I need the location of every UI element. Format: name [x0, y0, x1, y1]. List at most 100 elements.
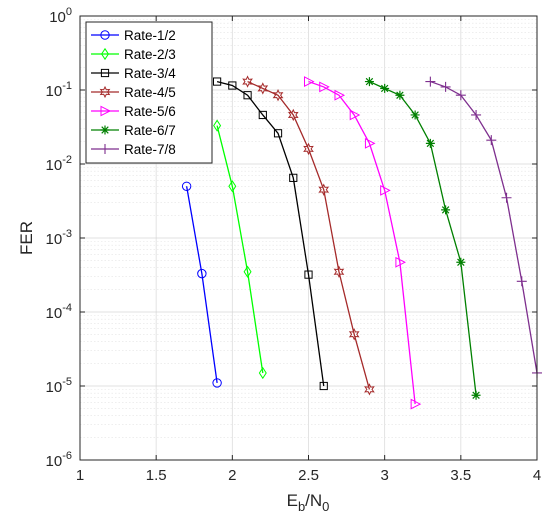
data-point	[410, 398, 422, 410]
legend-label: Rate-5/6	[124, 104, 176, 119]
data-point	[380, 184, 391, 196]
y-tick-label: 10-5	[46, 376, 72, 396]
x-axis-label: Eb/N0	[287, 491, 330, 514]
data-point	[440, 81, 451, 92]
series-layer	[181, 75, 542, 410]
x-tick-label: 1	[76, 467, 84, 484]
series-line	[247, 80, 371, 390]
data-point	[100, 105, 112, 117]
legend-item: Rate-4/5	[91, 85, 176, 100]
series-rate-4-5	[242, 75, 375, 396]
y-tick-label-base: 10	[46, 305, 63, 322]
data-point	[410, 110, 420, 120]
data-point	[395, 256, 406, 268]
data-point	[455, 90, 466, 101]
y-tick-label-exponent: -4	[62, 302, 72, 314]
series-line	[216, 125, 264, 374]
y-tick-label-base: 10	[49, 9, 66, 26]
data-point	[364, 77, 374, 87]
y-tick-label-base: 10	[46, 157, 63, 174]
data-point	[258, 366, 267, 380]
data-point	[243, 91, 252, 100]
legend-item: Rate-2/3	[91, 47, 176, 62]
y-tick-label: 10-6	[46, 450, 72, 470]
series-rate-6-7	[364, 77, 481, 400]
y-tick-label-base: 10	[46, 231, 63, 248]
data-point	[441, 205, 451, 215]
data-point	[287, 108, 299, 122]
data-point	[364, 383, 375, 396]
data-point	[304, 76, 315, 87]
x-axis-label-sub-b: b	[298, 499, 305, 514]
x-axis-label-mid: /N	[305, 491, 322, 510]
plot-frame	[79, 15, 538, 461]
data-point	[213, 119, 222, 132]
legend-item: Rate-7/8	[91, 142, 176, 157]
y-tick-label-exponent: -3	[62, 228, 72, 240]
data-point	[257, 82, 269, 95]
legend-label: Rate-2/3	[124, 47, 176, 62]
legend-item: Rate-5/6	[91, 104, 176, 119]
y-tick-label: 10-2	[46, 154, 72, 174]
data-point	[100, 144, 110, 154]
x-tick-label: 1.5	[146, 467, 167, 484]
axis-ticks	[79, 15, 538, 461]
series-line	[185, 186, 218, 384]
y-tick-label-exponent: 0	[66, 6, 72, 18]
y-tick-label: 10-4	[46, 302, 72, 322]
data-point	[348, 328, 360, 341]
data-point	[319, 381, 328, 391]
data-point	[395, 90, 405, 100]
legend: Rate-1/2 Rate-2/3 Rate-3/4 Rate-4/5 Rate-5/6…	[85, 21, 213, 164]
data-point	[101, 47, 109, 61]
data-point	[258, 110, 267, 120]
data-point	[304, 270, 313, 279]
data-point	[100, 30, 110, 40]
data-point	[349, 109, 361, 121]
legend-label: Rate-3/4	[124, 66, 176, 81]
legend-label: Rate-4/5	[124, 85, 176, 100]
data-point	[501, 192, 512, 203]
data-point	[197, 268, 207, 279]
data-point	[242, 75, 253, 88]
y-tick-label-base: 10	[46, 83, 63, 100]
data-point	[333, 265, 345, 278]
legend-label: Rate-1/2	[124, 28, 176, 43]
data-point	[471, 390, 481, 400]
legend-label: Rate-6/7	[124, 123, 176, 138]
data-point	[334, 89, 346, 101]
data-point	[272, 89, 284, 102]
data-point	[319, 81, 330, 93]
data-point	[99, 85, 111, 99]
series-rate-2-3	[213, 119, 267, 380]
x-tick-label: 2	[228, 467, 236, 484]
data-point	[486, 135, 497, 146]
y-tick-label: 10-3	[46, 228, 72, 248]
data-point	[425, 76, 436, 87]
data-point	[303, 142, 314, 156]
y-tick-label-base: 10	[46, 379, 63, 396]
x-tick-label: 4	[533, 467, 541, 484]
data-point	[243, 265, 252, 278]
y-tick-label-exponent: -6	[62, 450, 72, 462]
series-line	[369, 80, 477, 396]
data-point	[181, 181, 192, 191]
y-tick-label-exponent: -2	[62, 154, 72, 166]
data-point	[273, 129, 283, 138]
x-axis-label-sub-0: 0	[322, 499, 329, 514]
y-axis-label: FER	[17, 221, 36, 255]
x-tick-label: 2.5	[298, 467, 319, 484]
data-point	[212, 378, 222, 388]
series-rate-5-6	[304, 76, 422, 410]
y-tick-label-exponent: -5	[62, 376, 72, 388]
legend-item: Rate-3/4	[91, 66, 176, 81]
data-point	[289, 173, 298, 182]
data-point	[516, 276, 527, 287]
x-axis-label-main: E	[287, 491, 298, 510]
data-point	[364, 137, 376, 149]
legend-item: Rate-6/7	[91, 123, 176, 138]
series-rate-1-2	[181, 181, 222, 388]
x-tick-label: 3.5	[450, 467, 471, 484]
data-point	[380, 83, 390, 93]
